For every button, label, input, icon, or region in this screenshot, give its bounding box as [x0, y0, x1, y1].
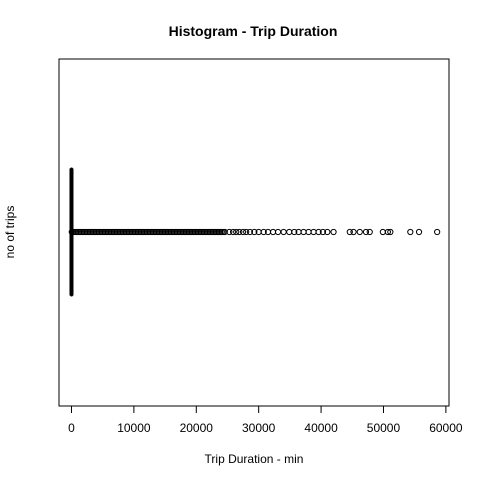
x-tick-label-3: 30000	[242, 421, 276, 435]
outlier-point-126	[330, 228, 337, 236]
outlier-point-135	[407, 228, 414, 236]
outlier-point-114	[269, 228, 277, 236]
x-tick-label-1: 10000	[117, 421, 151, 435]
outlier-point-128	[350, 228, 357, 236]
outlier-point-123	[315, 228, 322, 236]
outlier-point-118	[291, 228, 298, 236]
outlier-point-115	[274, 228, 282, 236]
x-tick-label-5: 50000	[367, 421, 401, 435]
outlier-point-124	[319, 228, 327, 236]
outlier-point-129	[356, 228, 363, 236]
outlier-points	[68, 228, 441, 236]
outlier-point-105	[233, 228, 240, 236]
outlier-point-117	[286, 228, 293, 236]
outlier-point-127	[346, 228, 353, 236]
x-axis-label: Trip Duration - min	[205, 452, 304, 466]
outlier-point-131	[366, 228, 373, 236]
outlier-point-134	[387, 228, 394, 236]
chart-title: Histogram - Trip Duration	[169, 23, 338, 39]
outlier-point-137	[434, 228, 441, 236]
outlier-point-133	[384, 228, 391, 236]
outlier-point-108	[243, 228, 250, 236]
y-axis-label: no of trips	[3, 206, 17, 259]
outlier-point-125	[324, 228, 331, 236]
outlier-point-112	[260, 228, 267, 236]
x-tick-label-4: 40000	[304, 421, 338, 435]
outlier-point-103	[226, 228, 233, 236]
box	[69, 167, 74, 297]
outlier-point-120	[300, 228, 307, 236]
outlier-point-104	[230, 228, 237, 236]
outlier-point-106	[236, 228, 243, 236]
outlier-point-121	[305, 228, 312, 236]
outlier-point-136	[415, 228, 423, 236]
x-axis-ticks: 0 10000 20000 30000 40000 50000 60000	[68, 406, 463, 435]
outlier-point-116	[280, 228, 287, 236]
outlier-point-130	[362, 228, 370, 236]
outlier-point-132	[379, 228, 386, 236]
outlier-point-107	[239, 228, 247, 236]
outlier-point-122	[310, 228, 317, 236]
x-tick-label-0: 0	[68, 421, 75, 435]
outlier-point-110	[251, 228, 258, 236]
x-tick-label-2: 20000	[180, 421, 214, 435]
outlier-point-109	[246, 228, 254, 236]
outlier-point-102	[221, 228, 228, 236]
x-tick-label-6: 60000	[429, 421, 463, 435]
